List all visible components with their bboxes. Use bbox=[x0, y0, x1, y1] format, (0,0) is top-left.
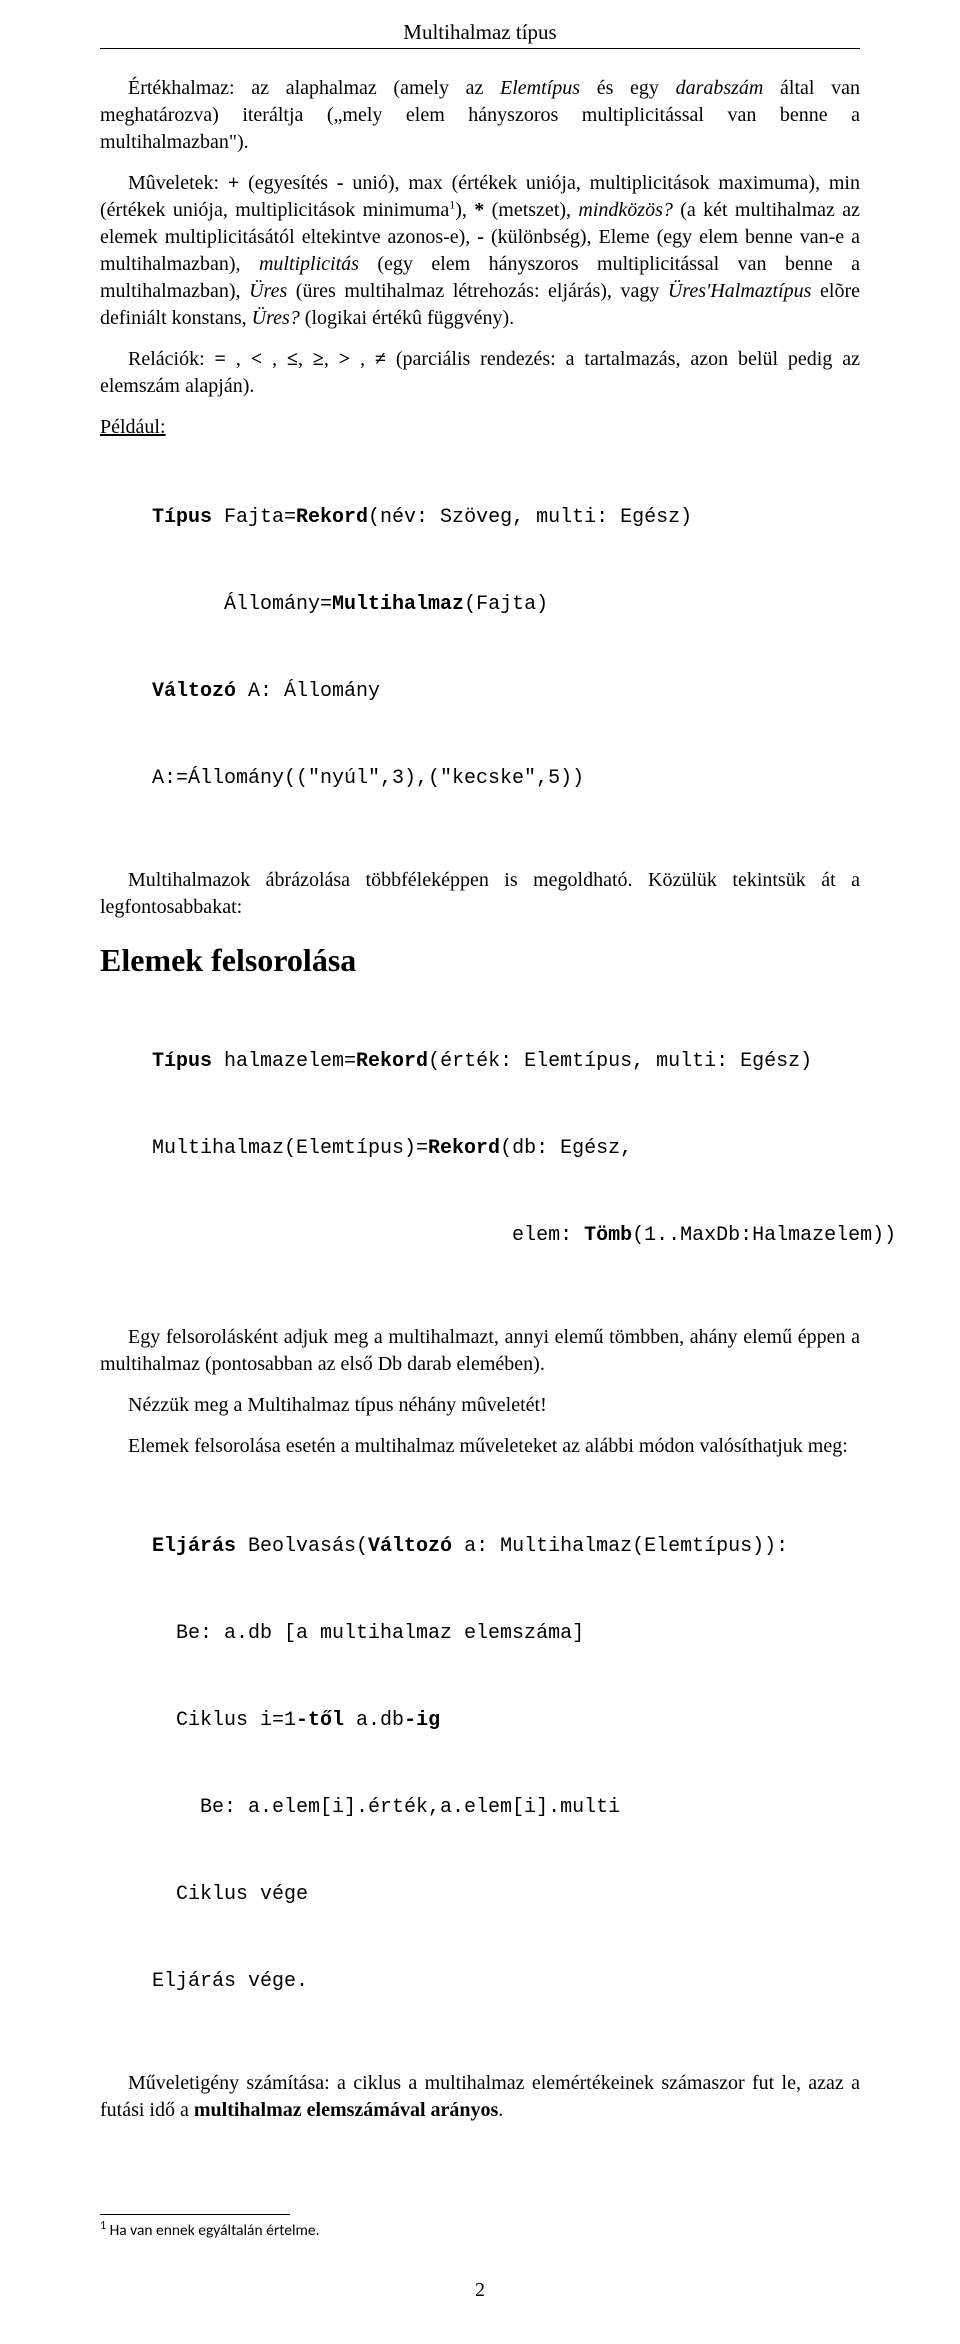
text: (metszet), bbox=[484, 199, 578, 221]
kw-rekord: Rekord bbox=[296, 506, 368, 529]
paragraph-muveletigeny: Műveletigény számítása: a ciklus a multi… bbox=[100, 2070, 860, 2124]
example-label: Például: bbox=[100, 414, 860, 441]
text-italic: darabszám bbox=[676, 77, 764, 99]
code: Fajta= bbox=[212, 506, 296, 529]
rel-le: ≤ bbox=[287, 348, 298, 370]
paragraph-ertekhalmaz: Értékhalmaz: az alaphalmaz (amely az Ele… bbox=[100, 75, 860, 156]
text-italic: Üres bbox=[249, 280, 287, 302]
text: , bbox=[298, 348, 313, 370]
kw-eljaras: Eljárás bbox=[152, 1535, 236, 1558]
rel-ne: ≠ bbox=[375, 348, 386, 370]
paragraph-muveletek: Mûveletek: + (egyesítés - unió), max (ér… bbox=[100, 170, 860, 332]
op-minus: - bbox=[477, 226, 484, 248]
code: (Fajta) bbox=[464, 593, 548, 616]
paragraph-abrazolas: Multihalmazok ábrázolása többféleképpen … bbox=[100, 867, 860, 921]
code: Eljárás vége. bbox=[152, 1970, 308, 1993]
code: a: Multihalmaz(Elemtípus)): bbox=[452, 1535, 788, 1558]
text-italic: mindközös? bbox=[578, 199, 672, 221]
code: Be: a.db [a multihalmaz elemszáma] bbox=[152, 1622, 584, 1645]
code: Ciklus vége bbox=[152, 1883, 308, 1906]
rel-gt: > bbox=[339, 348, 350, 370]
rel-lt: < bbox=[251, 348, 262, 370]
rel-eq: = bbox=[215, 348, 226, 370]
paragraph-elemek: Elemek felsorolása esetén a multihalmaz … bbox=[100, 1433, 860, 1460]
text-bold: multihalmaz elemszámával arányos bbox=[194, 2099, 498, 2121]
kw-ig: -ig bbox=[404, 1709, 440, 1732]
kw-rekord: Rekord bbox=[428, 1137, 500, 1160]
header-rule bbox=[100, 48, 860, 49]
text: Értékhalmaz: az alaphalmaz (amely az bbox=[128, 77, 500, 99]
paragraph-relaciok: Relációk: = , < , ≤, ≥, > , ≠ (parciális… bbox=[100, 346, 860, 400]
heading-elemek-felsorolasa: Elemek felsorolása bbox=[100, 939, 860, 982]
code: Ciklus i=1 bbox=[152, 1709, 296, 1732]
text: , bbox=[324, 348, 339, 370]
text: (üres multihalmaz létrehozás: eljárás), … bbox=[287, 280, 668, 302]
text-italic: Elemtípus bbox=[500, 77, 580, 99]
text-italic: Üres? bbox=[252, 307, 300, 329]
text: . bbox=[498, 2099, 503, 2121]
paragraph-felsorolas: Egy felsorolásként adjuk meg a multihalm… bbox=[100, 1324, 860, 1378]
code: (érték: Elemtípus, multi: Egész) bbox=[428, 1050, 812, 1073]
code: elem: bbox=[152, 1224, 584, 1247]
code: Állomány= bbox=[152, 593, 332, 616]
code: A: Állomány bbox=[236, 680, 380, 703]
code: Be: a.elem[i].érték,a.elem[i].multi bbox=[152, 1796, 620, 1819]
kw-valtozo: Változó bbox=[152, 680, 236, 703]
text-italic: Üres'Halmaztípus bbox=[668, 280, 812, 302]
code: halmazelem= bbox=[212, 1050, 356, 1073]
kw-valtozo: Változó bbox=[368, 1535, 452, 1558]
footnote: 1 Ha van ennek egyáltalán értelme. bbox=[100, 2221, 860, 2242]
code: (név: Szöveg, multi: Egész) bbox=[368, 506, 692, 529]
code-eljaras: Eljárás Beolvasás(Változó a: Multihalmaz… bbox=[152, 1474, 860, 2054]
text: Relációk: bbox=[128, 348, 215, 370]
text: (logikai értékû függvény). bbox=[300, 307, 514, 329]
code: Beolvasás( bbox=[236, 1535, 368, 1558]
kw-tomb: Tömb bbox=[584, 1224, 632, 1247]
text: , bbox=[262, 348, 287, 370]
page-header: Multihalmaz típus bbox=[100, 0, 860, 48]
code-type-def: Típus halmazelem=Rekord(érték: Elemtípus… bbox=[152, 989, 860, 1308]
op-star: * bbox=[474, 199, 484, 221]
rel-ge: ≥ bbox=[313, 348, 324, 370]
text: Mûveletek: bbox=[128, 172, 228, 194]
page-number: 2 bbox=[100, 2277, 860, 2304]
text-italic: multiplicitás bbox=[259, 253, 359, 275]
footnote-text: Ha van ennek egyáltalán értelme. bbox=[106, 2221, 319, 2240]
text: ), bbox=[455, 199, 474, 221]
kw-tipus: Típus bbox=[152, 506, 212, 529]
text: , bbox=[226, 348, 251, 370]
paragraph-nezzuk: Nézzük meg a Multihalmaz típus néhány mû… bbox=[100, 1392, 860, 1419]
code: Multihalmaz(Elemtípus)= bbox=[152, 1137, 428, 1160]
op-plus: + bbox=[228, 172, 239, 194]
code: (1..MaxDb:Halmazelem)) bbox=[632, 1224, 896, 1247]
text: , bbox=[350, 348, 375, 370]
kw-rekord: Rekord bbox=[356, 1050, 428, 1073]
footnote-rule bbox=[100, 2214, 290, 2215]
op-minus: - bbox=[337, 172, 344, 194]
text: és egy bbox=[580, 77, 676, 99]
code: (db: Egész, bbox=[500, 1137, 632, 1160]
kw-tol: -től bbox=[296, 1709, 344, 1732]
kw-multihalmaz: Multihalmaz bbox=[332, 593, 464, 616]
text-underline: Például: bbox=[100, 416, 166, 438]
kw-tipus: Típus bbox=[152, 1050, 212, 1073]
text: (egyesítés bbox=[239, 172, 337, 194]
code: a.db bbox=[344, 1709, 404, 1732]
page: Multihalmaz típus Értékhalmaz: az alapha… bbox=[0, 0, 960, 2344]
code-example: Típus Fajta=Rekord(név: Szöveg, multi: E… bbox=[152, 445, 860, 851]
code: A:=Állomány(("nyúl",3),("kecske",5)) bbox=[152, 767, 584, 790]
